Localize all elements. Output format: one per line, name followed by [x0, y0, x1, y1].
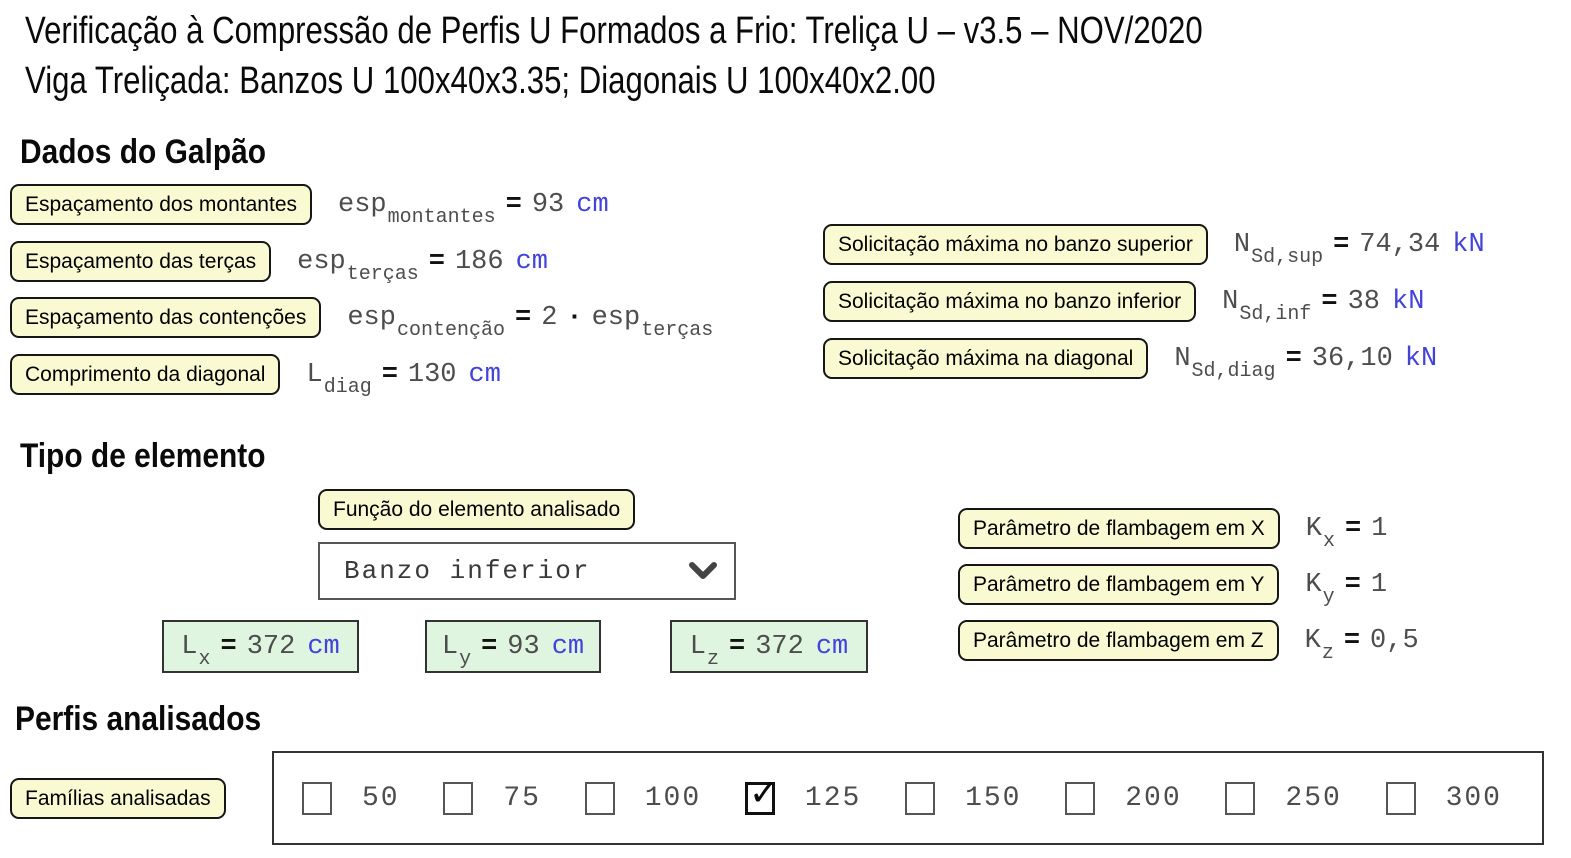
family-checkbox[interactable] [443, 781, 474, 815]
families-box: 50 75 100 ✓ 125 150 200 250 [272, 751, 1544, 845]
family-label: 150 [965, 782, 1022, 814]
family-label: 100 [644, 782, 702, 814]
math-esp-montantes[interactable]: espmontantes = 93 cm [338, 189, 609, 229]
family-label: 50 [362, 782, 400, 814]
family-checkbox[interactable] [1065, 781, 1096, 815]
math-nsd-inf[interactable]: NSd,inf = 38 kN [1222, 286, 1425, 326]
dropdown-selected-value: Banzo inferior [344, 556, 591, 586]
family-checkbox[interactable] [1385, 781, 1416, 815]
input-lz[interactable]: Lz = 372 cm [670, 620, 868, 673]
family-label: 250 [1285, 782, 1342, 814]
row-nsd-sup: Solicitação máxima no banzo superior NSd… [823, 224, 1485, 269]
label-funcao-elemento: Função do elemento analisado [318, 489, 636, 531]
math-kx[interactable]: Kx = 1 [1305, 513, 1388, 553]
funcao-elemento-dropdown[interactable]: Banzo inferior [318, 542, 736, 600]
family-label: 200 [1125, 782, 1182, 814]
family-item: 100 [584, 781, 702, 815]
math-esp-tercas[interactable]: espterças = 186 cm [297, 246, 548, 286]
label-esp-contencoes: Espaçamento das contenções [10, 297, 322, 339]
family-label: 125 [804, 782, 862, 814]
input-ly[interactable]: Ly = 93 cm [425, 620, 601, 673]
family-item: 300 [1385, 781, 1502, 815]
label-nsd-inf: Solicitação máxima no banzo inferior [823, 281, 1197, 323]
family-item: ✓ 125 [744, 775, 862, 815]
section-heading-dados: Dados do Galpão [20, 133, 267, 171]
math-ly: Ly = 93 cm [441, 631, 585, 671]
label-nsd-diag: Solicitação máxima na diagonal [823, 338, 1149, 380]
label-nsd-sup: Solicitação máxima no banzo superior [823, 224, 1208, 266]
math-lz: Lz = 372 cm [689, 631, 849, 671]
row-kx: Parâmetro de flambagem em X Kx = 1 [958, 508, 1388, 553]
family-item: 250 [1225, 781, 1342, 815]
math-nsd-sup[interactable]: NSd,sup = 74,34 kN [1233, 229, 1485, 269]
family-label: 75 [503, 782, 541, 814]
page-subtitle: Viga Treliçada: Banzos U 100x40x3.35; Di… [25, 60, 936, 102]
check-icon: ✓ [748, 772, 780, 814]
row-kz: Parâmetro de flambagem em Z Kz = 0,5 [958, 620, 1419, 665]
family-checkbox[interactable] [302, 781, 332, 815]
label-esp-montantes: Espaçamento dos montantes [10, 184, 312, 226]
math-l-diag[interactable]: Ldiag = 130 cm [306, 359, 501, 399]
row-nsd-diag: Solicitação máxima na diagonal NSd,diag =… [823, 338, 1438, 383]
chevron-down-icon [688, 561, 718, 581]
label-comprimento-diagonal: Comprimento da diagonal [10, 354, 281, 396]
section-heading-tipo: Tipo de elemento [20, 437, 266, 475]
label-familias-analisadas: Famílias analisadas [10, 778, 226, 820]
label-flambagem-y: Parâmetro de flambagem em Y [958, 564, 1280, 606]
family-checkbox[interactable] [1225, 781, 1256, 815]
row-esp-montantes: Espaçamento dos montantes espmontantes = 9… [10, 184, 609, 229]
label-flambagem-z: Parâmetro de flambagem em Z [958, 620, 1279, 662]
row-familias-label: Famílias analisadas [10, 778, 226, 820]
row-nsd-inf: Solicitação máxima no banzo inferior NSd… [823, 281, 1425, 326]
family-item: 200 [1065, 781, 1182, 815]
row-esp-tercas: Espaçamento das terças espterças = 186 cm [10, 241, 548, 286]
row-ky: Parâmetro de flambagem em Y Ky = 1 [958, 564, 1388, 609]
section-heading-perfis: Perfis analisados [15, 700, 262, 738]
family-item: 50 [302, 781, 400, 815]
family-item: 150 [905, 781, 1022, 815]
label-esp-tercas: Espaçamento das terças [10, 241, 272, 283]
math-nsd-diag[interactable]: NSd,diag = 36,10 kN [1174, 343, 1438, 383]
label-flambagem-x: Parâmetro de flambagem em X [958, 508, 1280, 550]
page-title: Verificação à Compressão de Perfis U For… [25, 10, 1203, 52]
input-lx[interactable]: Lx = 372 cm [162, 620, 359, 673]
math-esp-contencao[interactable]: espcontenção = 2 · espterças [347, 302, 714, 342]
family-checkbox[interactable] [584, 781, 615, 815]
row-comprimento-diagonal: Comprimento da diagonal Ldiag = 130 cm [10, 354, 501, 399]
row-funcao-label: Função do elemento analisado [318, 489, 636, 531]
family-checkbox[interactable] [905, 781, 936, 815]
row-esp-contencoes: Espaçamento das contenções espcontenção =… [10, 297, 714, 342]
math-kz[interactable]: Kz = 0,5 [1304, 625, 1419, 665]
family-label: 300 [1445, 782, 1502, 814]
family-checkbox[interactable]: ✓ [744, 775, 779, 815]
math-ky[interactable]: Ky = 1 [1305, 569, 1388, 609]
math-lx: Lx = 372 cm [181, 631, 340, 671]
family-item: 75 [443, 781, 541, 815]
